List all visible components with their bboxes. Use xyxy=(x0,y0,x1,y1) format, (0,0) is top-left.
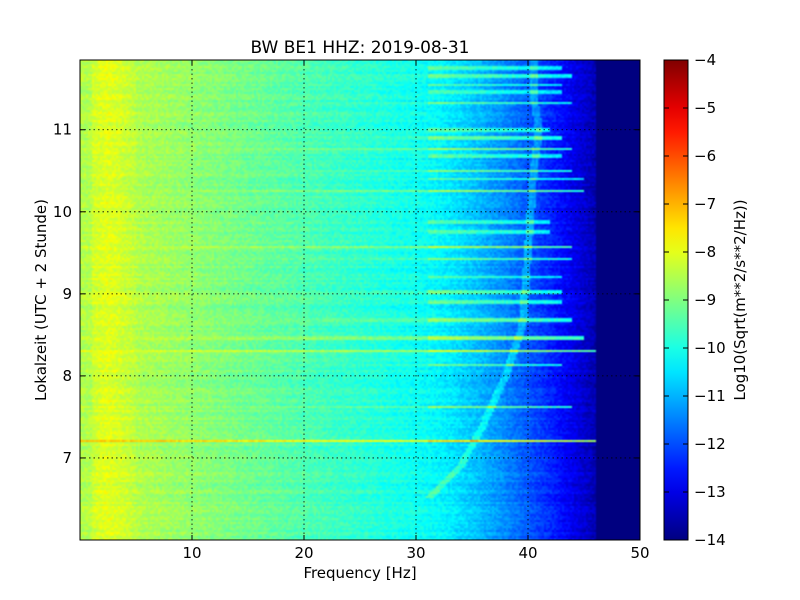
x-axis-label: Frequency [Hz] xyxy=(303,564,416,582)
x-tick-label: 10 xyxy=(182,544,201,562)
colorbar-tick-label: −8 xyxy=(694,243,716,261)
x-tick-label: 40 xyxy=(518,544,537,562)
chart-title: BW BE1 HHZ: 2019-08-31 xyxy=(250,38,469,58)
x-tick-label: 30 xyxy=(406,544,425,562)
colorbar-tick-label: −10 xyxy=(694,339,726,357)
x-tick-label: 50 xyxy=(630,544,649,562)
plot-frame xyxy=(79,59,641,541)
colorbar-ticks: −4 −5 −6 −7 −8 −9 −10 −11 −12 −13 −14 xyxy=(664,51,726,549)
colorbar-tick-label: −4 xyxy=(694,51,716,69)
colorbar-tick-label: −6 xyxy=(694,147,716,165)
colorbar-tick-label: −13 xyxy=(694,483,726,501)
colorbar-label: Log10(Sqrt(m**2/s**2/Hz)) xyxy=(731,199,749,400)
colorbar: −4 −5 −6 −7 −8 −9 −10 −11 −12 −13 −14 Log10(Sqrt(m… xyxy=(663,51,749,549)
plot-area: 10 20 30 40 50 7 8 9 10 11 xyxy=(53,59,650,562)
y-tick-label: 7 xyxy=(62,449,72,467)
spectrogram-heatmap xyxy=(80,60,640,540)
colorbar-tick-label: −5 xyxy=(694,99,716,117)
y-tick-label: 8 xyxy=(62,367,72,385)
y-axis-label: Lokalzeit (UTC + 2 Stunde) xyxy=(32,199,50,401)
colorbar-tick-label: −9 xyxy=(694,291,716,309)
x-tick-label: 20 xyxy=(294,544,313,562)
colorbar-tick-label: −11 xyxy=(694,387,726,405)
grid-lines xyxy=(80,60,640,540)
y-tick-label: 10 xyxy=(53,203,72,221)
x-axis-ticks: 10 20 30 40 50 xyxy=(182,60,650,562)
colorbar-tick-label: −7 xyxy=(694,195,716,213)
colorbar-tick-label: −12 xyxy=(694,435,726,453)
colorbar-tick-label: −14 xyxy=(694,531,726,549)
y-axis-ticks: 7 8 9 10 11 xyxy=(53,121,640,467)
y-tick-label: 9 xyxy=(62,285,72,303)
y-tick-label: 11 xyxy=(53,121,72,139)
